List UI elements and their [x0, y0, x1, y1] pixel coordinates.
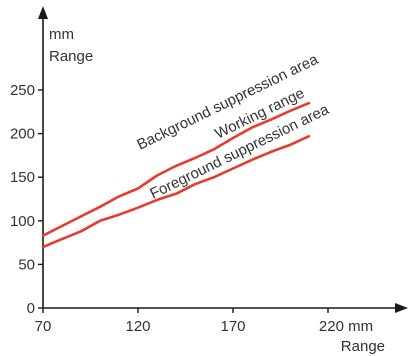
- x-tick-label: 120: [125, 318, 150, 335]
- upper-boundary-line: [41, 101, 311, 237]
- x-tick-label: 70: [35, 318, 52, 335]
- y-tick-label: 250: [10, 82, 35, 99]
- y-tick-label: 0: [27, 300, 35, 317]
- y-axis-arrow: [38, 6, 48, 19]
- x-axis-arrow: [395, 303, 408, 313]
- x-axis-title: Range: [341, 338, 385, 355]
- x-tick-label: 220 mm: [319, 318, 373, 335]
- y-axis-unit: mm: [49, 26, 74, 43]
- y-tick-label: 50: [18, 256, 35, 273]
- y-tick-label: 100: [10, 213, 35, 230]
- x-tick-label: 170: [220, 318, 245, 335]
- y-axis-title: Range: [49, 48, 93, 65]
- y-tick-label: 150: [10, 169, 35, 186]
- y-tick-label: 200: [10, 126, 35, 143]
- lower-boundary-line: [41, 134, 311, 249]
